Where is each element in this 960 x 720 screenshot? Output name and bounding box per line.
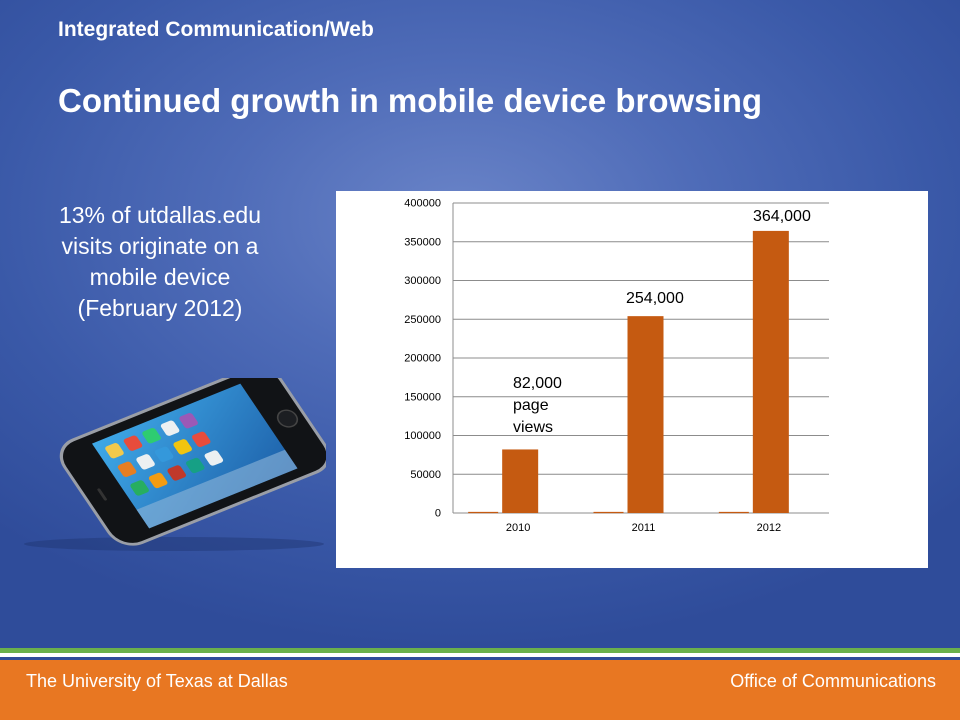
data-label: 254,000 [626, 290, 684, 307]
y-tick-label: 0 [435, 508, 441, 520]
x-tick-label: 2012 [757, 522, 781, 534]
data-label: page [513, 397, 549, 414]
y-tick-label: 50000 [410, 469, 441, 481]
slide-title: Continued growth in mobile device browsi… [58, 82, 763, 119]
footer-divider [0, 648, 960, 657]
x-tick-label: 2010 [506, 522, 530, 534]
y-tick-label: 200000 [404, 353, 441, 365]
stat-note: 13% of utdallas.edu visits originate on … [40, 200, 280, 324]
stat-note-line: (February 2012) [77, 295, 243, 321]
bar-chart: 0 50000 100000 150000 200000 250000 300000 3500… [336, 191, 928, 568]
bar [502, 449, 539, 513]
data-label: views [513, 419, 553, 436]
chart-svg: 0 50000 100000 150000 200000 250000 300000 3500… [404, 198, 829, 534]
footer-bar: The University of Texas at Dallas Office… [0, 660, 960, 720]
data-label: 82,000 [513, 375, 562, 392]
y-tick-label: 250000 [404, 314, 441, 326]
y-tick-label: 350000 [404, 236, 441, 248]
footer-office: Office of Communications [730, 671, 936, 691]
slide-kicker: Integrated Communication/Web [58, 18, 374, 41]
data-label: 364,000 [753, 208, 811, 225]
stat-note-line: visits originate on a [61, 233, 259, 259]
footer-green-line [0, 648, 960, 653]
stat-note-line: 13% of utdallas.edu [58, 202, 262, 228]
y-tick-label: 100000 [404, 430, 441, 442]
bar [752, 230, 789, 513]
y-tick-label: 400000 [404, 198, 441, 210]
stat-note-line: mobile device [89, 264, 231, 290]
y-tick-label: 300000 [404, 275, 441, 287]
smartphone-image [24, 378, 326, 551]
footer-white-line [0, 653, 960, 657]
bar [627, 316, 664, 513]
footer-university: The University of Texas at Dallas [26, 671, 288, 691]
x-tick-label: 2011 [632, 522, 656, 534]
y-tick-label: 150000 [404, 391, 441, 403]
